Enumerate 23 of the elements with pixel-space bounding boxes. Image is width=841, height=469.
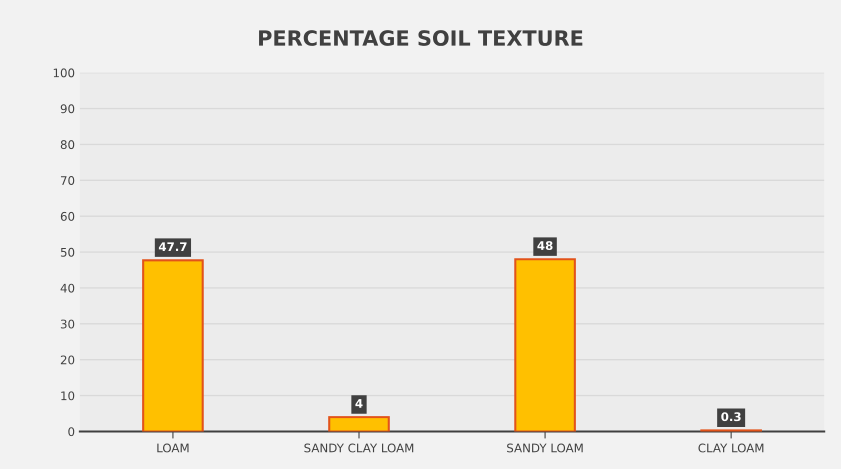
x-tick-label: SANDY LOAM bbox=[507, 443, 583, 452]
y-tick-label: 10 bbox=[61, 391, 74, 400]
y-tick-label: 70 bbox=[60, 176, 74, 185]
y-tick-label: 20 bbox=[60, 355, 74, 364]
y-tick-label: 40 bbox=[60, 284, 74, 293]
data-label: 48 bbox=[537, 241, 553, 250]
data-label: 4 bbox=[355, 399, 363, 408]
chart-title: PERCENTAGE SOIL TEXTURE bbox=[259, 30, 582, 46]
bar bbox=[328, 416, 390, 432]
bar bbox=[142, 259, 204, 432]
y-tick-label: 0 bbox=[68, 427, 74, 436]
y-tick-label: 50 bbox=[60, 248, 74, 257]
x-tick-label: LOAM bbox=[157, 443, 189, 452]
data-label: 0.3 bbox=[721, 412, 741, 422]
y-tick-label: 30 bbox=[60, 320, 74, 328]
x-tick-label: SANDY CLAY LOAM bbox=[304, 443, 414, 452]
y-tick-label: 90 bbox=[60, 104, 74, 114]
y-tick-label: 60 bbox=[60, 212, 74, 221]
bar bbox=[514, 258, 576, 432]
y-tick-label: 80 bbox=[60, 140, 74, 150]
y-tick-label: 100 bbox=[54, 68, 74, 78]
x-tick-label: CLAY LOAM bbox=[698, 443, 764, 452]
data-label: 47.7 bbox=[158, 242, 187, 251]
